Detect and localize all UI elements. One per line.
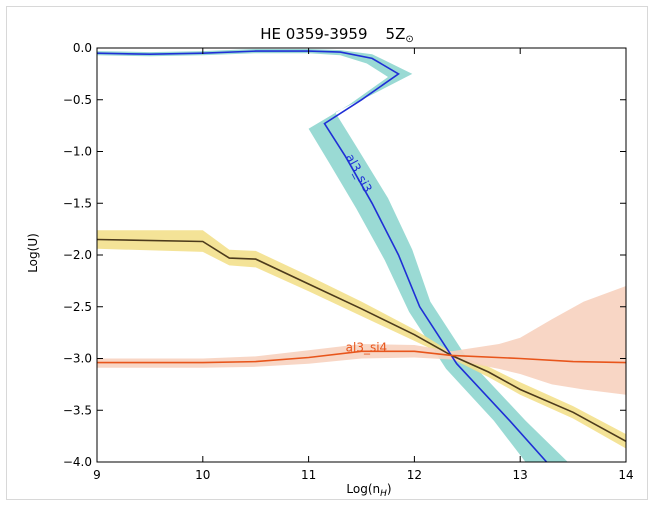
series-al3_si4-band [97,286,626,395]
sun-symbol: ⊙ [405,34,413,45]
y-tick-label: −0.5 [63,93,92,107]
x-tick-label: 9 [93,468,101,482]
figure-frame: HE 0359-3959 5Z⊙ al3_si3 al3_si4 9 10 11 12 13… [6,6,648,500]
y-tick-label: −1.5 [63,196,92,210]
x-axis-label: Log(nH) [346,482,391,499]
y-axis-label: Log(U) [26,233,40,273]
x-tick-label: 11 [301,468,316,482]
y-tick-label: −3.5 [63,403,92,417]
x-tick-label: 10 [195,468,210,482]
series-al3_si4-line [97,350,626,364]
plot-clip-group [97,49,626,462]
series-label-al3_si4: al3_si4 [346,340,388,354]
y-tick-label: 0.0 [73,41,92,55]
x-tick-label: 12 [407,468,422,482]
axes: 9 10 11 12 13 14 0.0 −0.5 −1.0 −1.5 −2.0 −2.5 −3.0 −3… [63,41,634,482]
y-tick-label: −1.0 [63,145,92,159]
y-tick-label: −3.0 [63,352,92,366]
y-tick-label: −4.0 [63,455,92,469]
series-al3_si3-band [97,49,568,462]
x-tick-label: 13 [513,468,528,482]
series-al3_si3-line [97,50,548,462]
series-series-1-line [97,238,626,443]
y-tick-label: −2.5 [63,300,92,314]
y-tick-label: −2.0 [63,248,92,262]
x-tick-label: 14 [618,468,633,482]
chart-title: HE 0359-3959 5Z⊙ [260,25,414,45]
